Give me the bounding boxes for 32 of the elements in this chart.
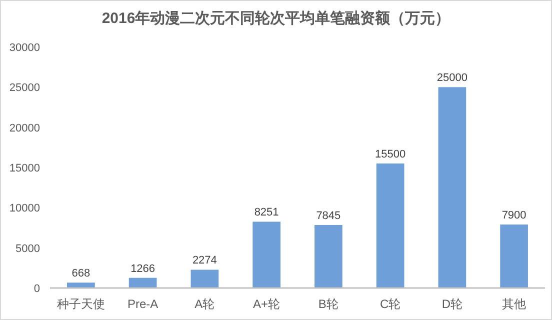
y-tick-label: 5000 [16,242,40,255]
x-tick-label: Pre-A [127,297,158,311]
x-tick-label: 种子天使 [56,297,105,311]
data-label: 2274 [192,254,217,267]
x-tick-label: A轮 [194,297,215,311]
bar [376,163,404,288]
x-tick-label: B轮 [318,297,338,311]
bar [128,278,157,288]
y-tick-label: 10000 [9,202,40,215]
x-tick-label: 其他 [502,297,526,311]
x-tick-label: D轮 [442,297,463,311]
bar [67,282,95,288]
bar [438,87,466,288]
data-label: 8251 [254,206,279,219]
bar [500,224,528,288]
y-tick-label: 15000 [9,162,40,174]
y-tick-label: 30000 [9,42,40,54]
bar [314,224,342,288]
data-label: 7900 [502,210,526,222]
data-label: 1266 [130,262,156,275]
data-label: 7845 [316,210,341,222]
data-label: 668 [72,268,90,280]
data-label: 25000 [436,72,468,84]
bar [190,270,219,288]
bar [252,222,280,288]
y-tick-label: 20000 [9,122,40,134]
x-tick-label: C轮 [380,297,401,311]
data-label: 15500 [375,148,406,160]
chart-title: 2016年动漫二次元不同轮次平均单笔融资额（万元） [102,9,450,27]
y-tick-label: 25000 [9,82,40,94]
x-tick-label: A+轮 [253,297,280,311]
y-tick-label: 0 [34,283,40,295]
